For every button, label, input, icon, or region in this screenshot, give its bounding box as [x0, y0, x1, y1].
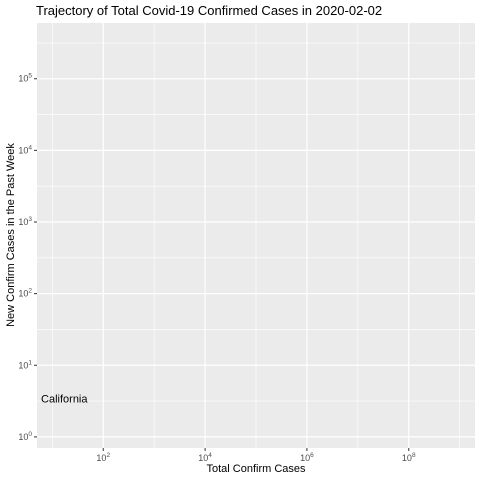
y-tick-label: 104	[18, 144, 32, 155]
minor-gridlines	[37, 23, 475, 448]
x-tick-label: 106	[300, 452, 314, 463]
x-tick-label: 104	[198, 452, 212, 463]
y-tick-label: 105	[18, 73, 32, 84]
y-tick-label: 101	[18, 359, 32, 370]
chart-title: Trajectory of Total Covid-19 Confirmed C…	[36, 3, 382, 18]
y-tick-label: 103	[18, 216, 32, 227]
y-tick-label: 102	[18, 288, 32, 299]
point-label: California	[41, 394, 88, 406]
y-axis-title: New Confirm Cases in the Past Week	[5, 143, 17, 327]
major-gridlines	[37, 23, 475, 448]
x-axis-title: Total Confirm Cases	[206, 463, 306, 475]
axis-ticks: 102 104 106 108 100 101 102 103 104 105	[18, 73, 416, 463]
data-points: California	[41, 394, 88, 406]
y-tick-label: 100	[18, 431, 32, 442]
x-tick-label: 102	[96, 452, 110, 463]
x-tick-label: 108	[402, 452, 416, 463]
